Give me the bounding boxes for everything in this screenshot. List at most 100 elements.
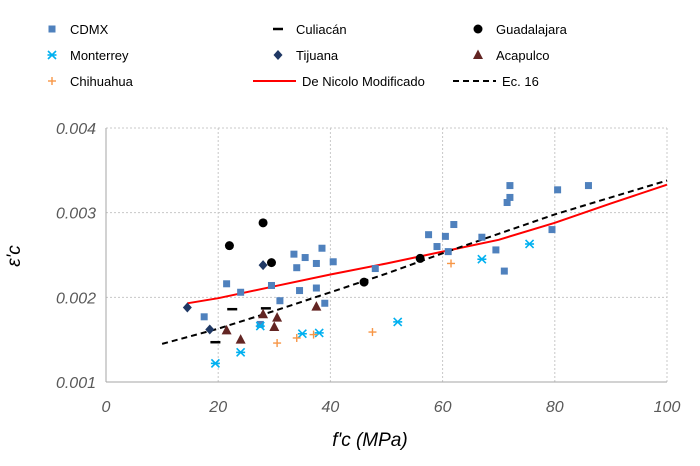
point-tijuana bbox=[258, 260, 268, 271]
y-tick-label: 0.004 bbox=[56, 121, 96, 138]
point-cdmx bbox=[450, 221, 458, 229]
legend-label: Acapulco bbox=[496, 48, 549, 63]
legend-marker-cdmx bbox=[48, 25, 56, 33]
legend-item-monterrey: Monterrey bbox=[47, 48, 129, 63]
point-monterrey bbox=[255, 321, 265, 331]
point-acapulco bbox=[272, 312, 283, 322]
legend-item-ec-16: Ec. 16 bbox=[453, 74, 539, 89]
point-guadalajara bbox=[415, 253, 425, 263]
point-cdmx bbox=[312, 259, 320, 267]
point-cdmx bbox=[433, 243, 441, 251]
point-cdmx bbox=[256, 320, 264, 328]
point-chihuahua bbox=[447, 259, 456, 268]
point-cdmx bbox=[200, 313, 208, 321]
legend-marker-tijuana bbox=[273, 50, 283, 60]
point-cdmx bbox=[441, 232, 449, 240]
grid bbox=[105, 127, 668, 383]
point-monterrey bbox=[477, 254, 487, 264]
point-monterrey bbox=[297, 329, 307, 339]
point-cdmx bbox=[312, 284, 320, 292]
point-tijuana bbox=[182, 302, 192, 313]
legend-label: CDMX bbox=[70, 22, 109, 37]
point-cdmx bbox=[223, 280, 231, 288]
x-tick-label: 60 bbox=[434, 399, 452, 416]
x-tick-label: 20 bbox=[208, 399, 227, 416]
point-cdmx bbox=[329, 258, 337, 266]
legend-label: De Nicolo Modificado bbox=[302, 74, 425, 89]
point-cdmx bbox=[321, 299, 329, 307]
data-points bbox=[182, 182, 592, 368]
point-cdmx bbox=[371, 265, 379, 273]
point-tijuana bbox=[205, 324, 215, 335]
point-cdmx bbox=[267, 281, 275, 289]
point-cdmx bbox=[506, 182, 514, 190]
x-axis-title: f'c (MPa) bbox=[332, 430, 407, 451]
point-cdmx bbox=[500, 267, 508, 275]
y-tick-label: 0.003 bbox=[56, 206, 96, 223]
x-tick-label: 80 bbox=[546, 399, 564, 416]
legend-label: Ec. 16 bbox=[502, 74, 539, 89]
point-cdmx bbox=[290, 250, 298, 258]
point-cdmx bbox=[548, 226, 556, 234]
point-acapulco bbox=[269, 321, 280, 331]
x-tick-label: 40 bbox=[322, 399, 340, 416]
point-chihuahua bbox=[292, 333, 301, 342]
point-chihuahua bbox=[368, 328, 377, 337]
y-tick-label: 0.002 bbox=[56, 290, 96, 307]
legend-marker-acapulco bbox=[473, 49, 483, 59]
legend-label: Monterrey bbox=[70, 48, 129, 63]
curve-ec-16 bbox=[161, 179, 668, 345]
point-acapulco bbox=[311, 301, 322, 311]
legend-item-chihuahua: Chihuahua bbox=[48, 74, 134, 89]
legend-item-de-nicolo-modificado: De Nicolo Modificado bbox=[253, 74, 425, 89]
point-acapulco bbox=[235, 334, 246, 344]
point-cdmx bbox=[301, 254, 309, 262]
legend-item-tijuana: Tijuana bbox=[273, 48, 339, 63]
x-tick-label: 100 bbox=[654, 399, 681, 416]
legend-marker-guadalajara bbox=[473, 24, 483, 34]
y-axis-title: ε'c bbox=[4, 245, 25, 267]
point-monterrey bbox=[524, 239, 535, 249]
legend-label: Guadalajara bbox=[496, 22, 568, 37]
point-cdmx bbox=[318, 244, 326, 252]
point-cdmx bbox=[293, 264, 301, 272]
point-monterrey bbox=[393, 317, 403, 327]
legend-label: Culiacán bbox=[296, 22, 347, 37]
fit-curves bbox=[161, 179, 668, 345]
legend-label: Tijuana bbox=[296, 48, 339, 63]
point-chihuahua bbox=[309, 330, 318, 339]
point-monterrey bbox=[210, 358, 220, 368]
point-chihuahua bbox=[273, 339, 282, 348]
point-cdmx bbox=[554, 186, 562, 194]
point-monterrey bbox=[236, 347, 246, 357]
point-acapulco bbox=[221, 324, 232, 335]
point-cdmx bbox=[584, 182, 592, 190]
point-cdmx bbox=[478, 233, 486, 241]
axis-ticks: 0 20 40 60 80 100 0.001 0.002 0.003 0.004 bbox=[56, 121, 680, 416]
point-cdmx bbox=[296, 287, 304, 295]
point-cdmx bbox=[492, 246, 500, 254]
point-cdmx bbox=[276, 297, 284, 305]
legend-item-guadalajara: Guadalajara bbox=[473, 22, 568, 37]
point-cdmx bbox=[444, 248, 452, 256]
curve-de-nicolo-modificado bbox=[187, 183, 668, 305]
x-tick-label: 0 bbox=[102, 399, 111, 416]
point-guadalajara bbox=[258, 218, 268, 228]
point-cdmx bbox=[237, 288, 245, 296]
point-acapulco bbox=[258, 308, 269, 319]
point-guadalajara bbox=[359, 277, 369, 287]
point-monterrey bbox=[314, 328, 324, 338]
point-guadalajara bbox=[266, 258, 276, 268]
point-cdmx bbox=[425, 231, 433, 239]
point-cdmx bbox=[503, 199, 511, 207]
legend-marker-chihuahua bbox=[48, 77, 56, 85]
legend-item-acapulco: Acapulco bbox=[473, 48, 549, 63]
legend-label: Chihuahua bbox=[70, 74, 134, 89]
legend-item-cdmx: CDMX bbox=[48, 22, 109, 37]
legend: CDMX Culiacán Guadalajara Monterrey Tijuana A… bbox=[47, 22, 568, 89]
y-tick-label: 0.001 bbox=[56, 375, 96, 392]
legend-item-culiacan: Culiacán bbox=[273, 22, 347, 37]
point-cdmx bbox=[506, 193, 514, 201]
legend-marker-monterrey bbox=[47, 50, 57, 60]
